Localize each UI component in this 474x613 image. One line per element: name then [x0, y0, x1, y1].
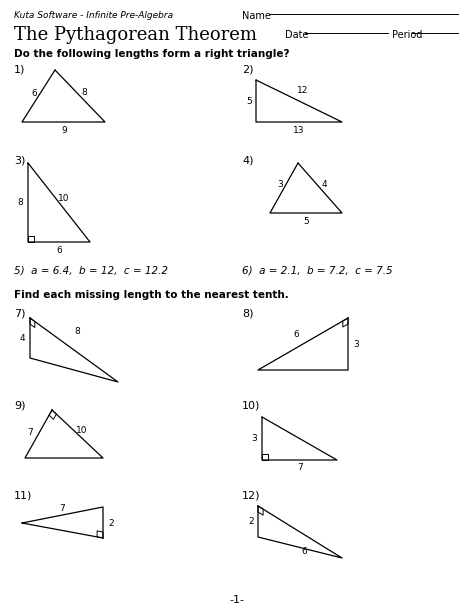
Text: Kuta Software - Infinite Pre-Algebra: Kuta Software - Infinite Pre-Algebra: [14, 11, 173, 20]
Text: 2: 2: [108, 519, 114, 528]
Text: 6)  a = 2.1,  b = 7.2,  c = 7.5: 6) a = 2.1, b = 7.2, c = 7.5: [242, 265, 392, 275]
Text: 7: 7: [297, 462, 303, 471]
Text: 7: 7: [59, 503, 65, 512]
Text: 10: 10: [76, 425, 88, 435]
Text: 6: 6: [293, 330, 299, 338]
Text: The Pythagorean Theorem: The Pythagorean Theorem: [14, 26, 257, 44]
Text: 2): 2): [242, 64, 254, 74]
Text: 3): 3): [14, 155, 26, 165]
Text: 8: 8: [17, 197, 23, 207]
Text: Find each missing length to the nearest tenth.: Find each missing length to the nearest …: [14, 290, 289, 300]
Text: 8: 8: [74, 327, 80, 335]
Text: 4: 4: [19, 333, 25, 343]
Text: 3: 3: [353, 340, 359, 349]
Text: 11): 11): [14, 490, 32, 500]
Text: 4): 4): [242, 155, 254, 165]
Text: 7): 7): [14, 308, 26, 318]
Text: 6: 6: [31, 88, 37, 97]
Text: Name: Name: [242, 11, 271, 21]
Text: 8): 8): [242, 308, 254, 318]
Text: 5)  a = 6.4,  b = 12,  c = 12.2: 5) a = 6.4, b = 12, c = 12.2: [14, 265, 168, 275]
Text: 3: 3: [251, 433, 257, 443]
Text: 12): 12): [242, 490, 261, 500]
Text: 13: 13: [293, 126, 305, 134]
Text: 6: 6: [301, 547, 307, 557]
Text: 3: 3: [277, 180, 283, 189]
Text: 10): 10): [242, 400, 260, 410]
Text: 5: 5: [246, 96, 252, 105]
Text: 9: 9: [61, 126, 67, 134]
Text: 6: 6: [56, 245, 62, 254]
Text: 5: 5: [303, 216, 309, 226]
Text: 12: 12: [297, 85, 309, 94]
Text: 4: 4: [321, 180, 327, 189]
Text: 9): 9): [14, 400, 26, 410]
Text: 8: 8: [81, 88, 87, 96]
Text: 1): 1): [14, 64, 26, 74]
Text: 2: 2: [248, 517, 254, 527]
Text: -1-: -1-: [229, 595, 245, 605]
Text: 10: 10: [58, 194, 70, 202]
Text: Period: Period: [392, 30, 422, 40]
Text: Do the following lengths form a right triangle?: Do the following lengths form a right tr…: [14, 49, 290, 59]
Text: 7: 7: [27, 427, 33, 436]
Text: Date: Date: [285, 30, 309, 40]
